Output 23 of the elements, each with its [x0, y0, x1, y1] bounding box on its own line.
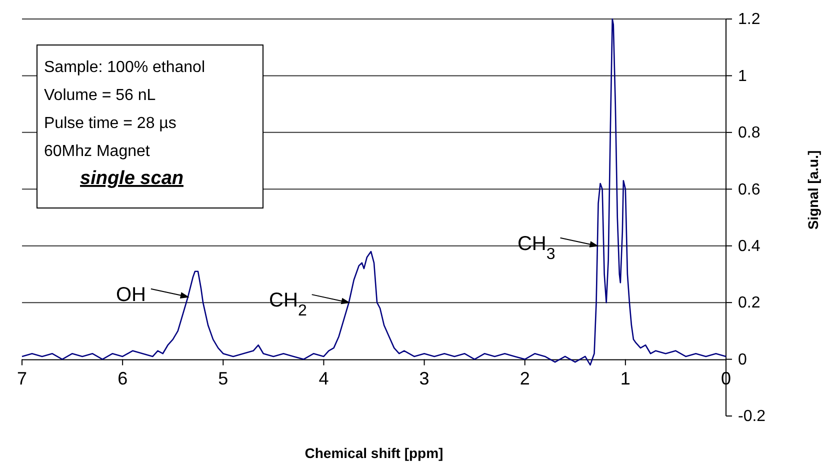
y-tick-label: 1.2: [738, 11, 760, 28]
y-tick-label: 0.4: [738, 238, 760, 255]
y-tick-label: 0.8: [738, 124, 760, 142]
annotation: single scan: [80, 168, 184, 189]
annotation: 60Mhz Magnet: [44, 143, 150, 160]
annotation: Volume = 56 nL: [44, 87, 156, 104]
y-tick-label: 0: [738, 351, 747, 368]
x-tick-label: 4: [318, 368, 329, 388]
y-tick-label: 0.2: [738, 294, 760, 312]
y-tick-label: 0.6: [738, 181, 760, 198]
annotation: Sample: 100% ethanol: [44, 59, 205, 76]
x-tick-label: 3: [419, 368, 430, 388]
annotation: Pulse time = 28 µs: [44, 115, 176, 132]
x-axis-title: Chemical shift [ppm]: [304, 445, 444, 461]
annotation: OH: [116, 284, 146, 306]
x-tick-label: 6: [118, 368, 128, 388]
y-tick-label: -0.2: [738, 408, 766, 426]
x-tick-label: 7: [16, 368, 28, 388]
y-tick-label: 1: [738, 68, 747, 85]
x-tick-label: 1: [620, 368, 630, 388]
x-tick-label: 2: [520, 368, 530, 388]
x-tick-label: 5: [218, 368, 228, 388]
y2-axis-title: Signal [a.u.]: [805, 150, 821, 230]
